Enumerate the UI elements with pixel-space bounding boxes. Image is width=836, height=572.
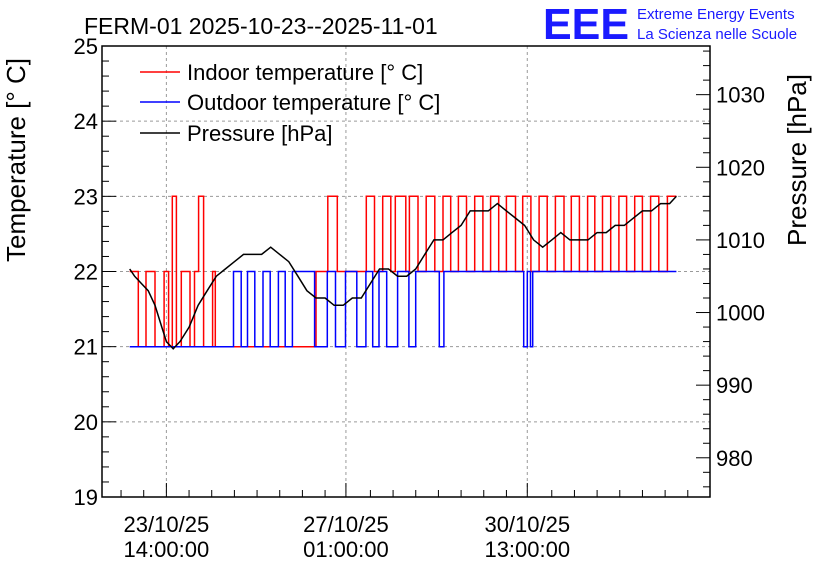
chart-title: FERM-01 2025-10-23--2025-11-01 (84, 13, 438, 39)
y-left-tick-label: 24 (74, 109, 98, 134)
y-left-tick-label: 21 (74, 335, 98, 360)
eee-logo-line1: Extreme Energy Events (637, 6, 795, 23)
y-left-tick-label: 20 (74, 410, 98, 435)
x-tick-label-date: 30/10/25 (484, 512, 570, 537)
x-tick-label-date: 27/10/25 (303, 512, 389, 537)
y-left-tick-label: 25 (74, 34, 98, 59)
x-tick-label-time: 01:00:00 (303, 537, 389, 562)
legend: Indoor temperature [° C] Outdoor tempera… (140, 60, 440, 146)
y-right-tick-label: 980 (716, 446, 753, 471)
y-right-tick-label: 990 (716, 373, 753, 398)
eee-logo-line2: La Scienza nelle Scuole (637, 26, 797, 43)
y-right-tick-label: 1010 (716, 228, 765, 253)
y-left-tick-label: 23 (74, 184, 98, 209)
series-line-outdoor (129, 270, 677, 348)
y-left-tick-label: 19 (74, 485, 98, 510)
eee-logo-mark: EEE (543, 0, 629, 49)
y-axis-right-label: Pressure [hPa] (782, 74, 812, 246)
y-right-tick-label: 1000 (716, 301, 765, 326)
legend-entry-outdoor: Outdoor temperature [° C] (187, 90, 440, 115)
y-axis-left-label: Temperature [° C] (1, 58, 31, 262)
y-right-tick-label: 1030 (716, 83, 765, 108)
plot-series (129, 195, 677, 350)
x-tick-label-date: 23/10/25 (124, 512, 210, 537)
series-line-pressure (129, 195, 677, 350)
eee-logo: EEE Extreme Energy Events La Scienza nel… (543, 0, 797, 49)
legend-entry-indoor: Indoor temperature [° C] (187, 60, 423, 85)
y-left-tick-label: 22 (74, 260, 98, 285)
x-tick-label-time: 14:00:00 (124, 537, 210, 562)
x-tick-label-time: 13:00:00 (484, 537, 570, 562)
axes: 19 20 21 22 23 24 25 980 990 1000 1010 1020 1030 23/1… (74, 34, 765, 562)
y-right-tick-label: 1020 (716, 155, 765, 180)
legend-entry-pressure: Pressure [hPa] (187, 121, 333, 146)
